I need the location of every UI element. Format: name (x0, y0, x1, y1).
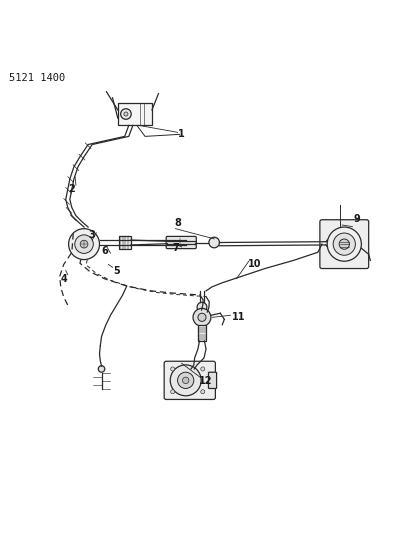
Circle shape (170, 365, 201, 396)
FancyBboxPatch shape (208, 372, 217, 389)
Circle shape (80, 240, 88, 248)
Circle shape (171, 390, 175, 394)
Circle shape (198, 313, 206, 321)
Circle shape (209, 237, 220, 248)
Circle shape (98, 366, 105, 372)
Text: 11: 11 (232, 312, 245, 322)
FancyBboxPatch shape (198, 326, 206, 341)
Text: 4: 4 (60, 274, 67, 284)
Circle shape (177, 372, 194, 389)
Text: 12: 12 (199, 376, 213, 386)
Text: 10: 10 (248, 260, 262, 270)
Text: 7: 7 (172, 243, 179, 253)
Circle shape (171, 367, 175, 371)
Circle shape (327, 227, 361, 261)
Circle shape (193, 309, 211, 326)
FancyBboxPatch shape (119, 236, 131, 249)
Circle shape (182, 377, 189, 384)
Text: 1: 1 (178, 130, 185, 139)
Circle shape (339, 239, 349, 249)
Circle shape (121, 109, 131, 119)
FancyBboxPatch shape (164, 361, 215, 399)
Text: 5121 1400: 5121 1400 (9, 74, 65, 83)
FancyBboxPatch shape (166, 237, 196, 248)
Circle shape (69, 229, 100, 260)
Text: 8: 8 (174, 217, 181, 228)
Text: 3: 3 (89, 230, 95, 240)
Text: 5: 5 (113, 265, 120, 276)
Circle shape (75, 235, 93, 253)
FancyBboxPatch shape (320, 220, 369, 269)
Circle shape (197, 302, 207, 312)
Circle shape (124, 112, 128, 116)
Circle shape (201, 367, 205, 371)
Text: 2: 2 (69, 184, 75, 194)
FancyBboxPatch shape (118, 103, 152, 125)
Text: 6: 6 (101, 246, 108, 256)
Circle shape (333, 233, 355, 255)
Text: 9: 9 (353, 214, 360, 223)
Circle shape (201, 390, 205, 394)
